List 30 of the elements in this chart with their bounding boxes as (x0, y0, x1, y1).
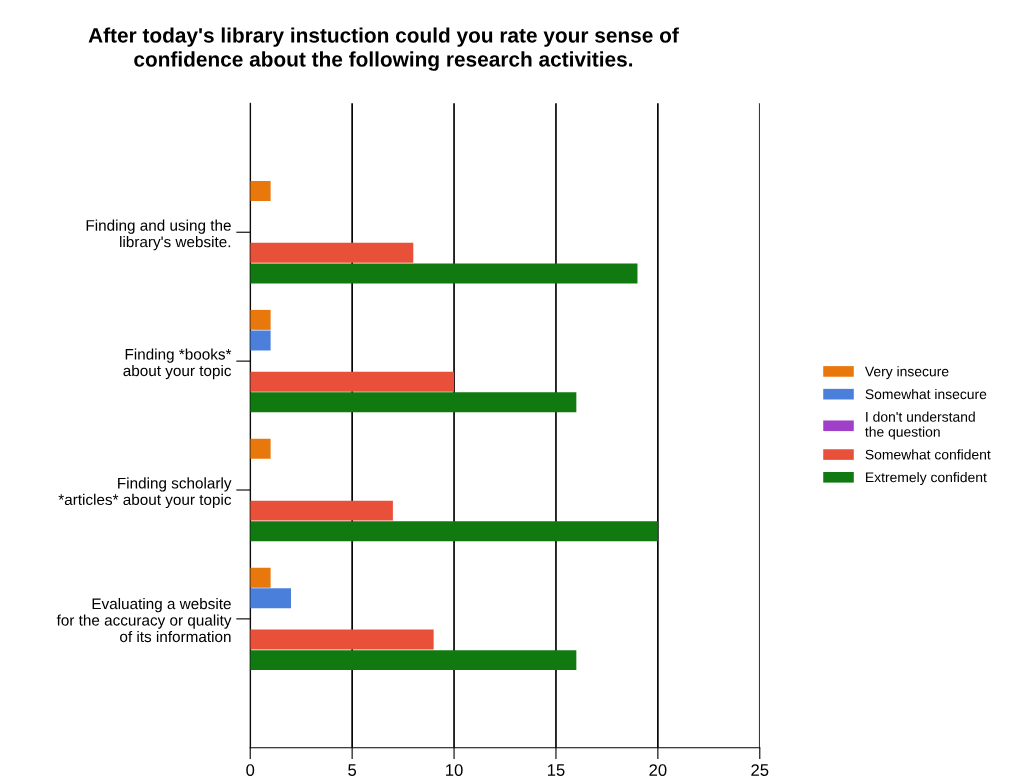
bar (250, 521, 658, 542)
bar (250, 263, 638, 284)
bar (250, 330, 271, 351)
x-tick-label: 0 (246, 764, 255, 776)
bar (250, 650, 577, 671)
x-tick-label: 5 (348, 764, 357, 776)
bar (250, 309, 271, 330)
legend-label: Very insecure (864, 366, 949, 380)
bar (250, 242, 414, 263)
legend-label: I don't understand the question (865, 411, 975, 440)
bar (250, 438, 271, 459)
bar (250, 392, 577, 413)
y-tick-label: Finding scholarly *articles* about your topic (58, 477, 232, 509)
y-tick-label: Finding and using the library's website. (86, 219, 231, 251)
bar (250, 567, 271, 588)
bar (250, 500, 393, 521)
chart-title: After today's library instuction could you rate your sense of confidence about the following research activities. (88, 27, 679, 71)
y-tick-label: Finding *books* about your topic (123, 348, 232, 380)
bar (250, 588, 291, 609)
y-tick-label: Evaluating a website for the accuracy or quality of its information (56, 598, 232, 643)
bar (250, 629, 434, 650)
x-tick-label: 20 (649, 764, 667, 776)
legend-label: Somewhat insecure (865, 388, 987, 400)
bar (250, 181, 271, 201)
x-tick-label: 25 (751, 764, 769, 776)
legend-label: Extremely confident (866, 472, 987, 485)
x-tick-label: 15 (547, 764, 565, 776)
x-tick-label: 10 (446, 764, 463, 776)
legend-label: Somewhat confident (865, 449, 991, 460)
bar (250, 371, 455, 392)
